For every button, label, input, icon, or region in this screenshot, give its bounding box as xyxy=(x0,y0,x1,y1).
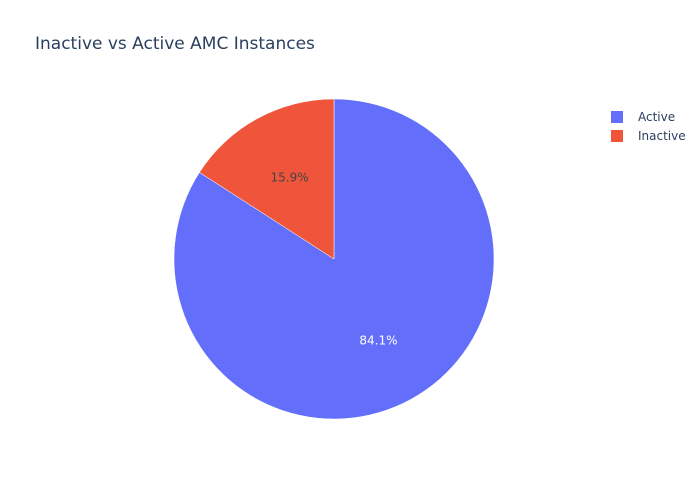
legend-item-active[interactable]: Active xyxy=(611,107,686,126)
pie-label-inactive: 15.9% xyxy=(270,171,308,185)
legend-swatch-inactive xyxy=(611,129,623,142)
pie-label-active: 84.1% xyxy=(359,333,397,347)
pie-slice-inactive[interactable] xyxy=(199,98,335,260)
legend-label-active: Active xyxy=(638,109,676,124)
legend-label-inactive: Inactive xyxy=(638,128,686,143)
legend[interactable]: Active Inactive xyxy=(611,107,686,145)
chart-title: Inactive vs Active AMC Instances xyxy=(35,34,315,54)
legend-item-inactive[interactable]: Inactive xyxy=(611,126,686,145)
legend-swatch-active xyxy=(611,110,623,123)
